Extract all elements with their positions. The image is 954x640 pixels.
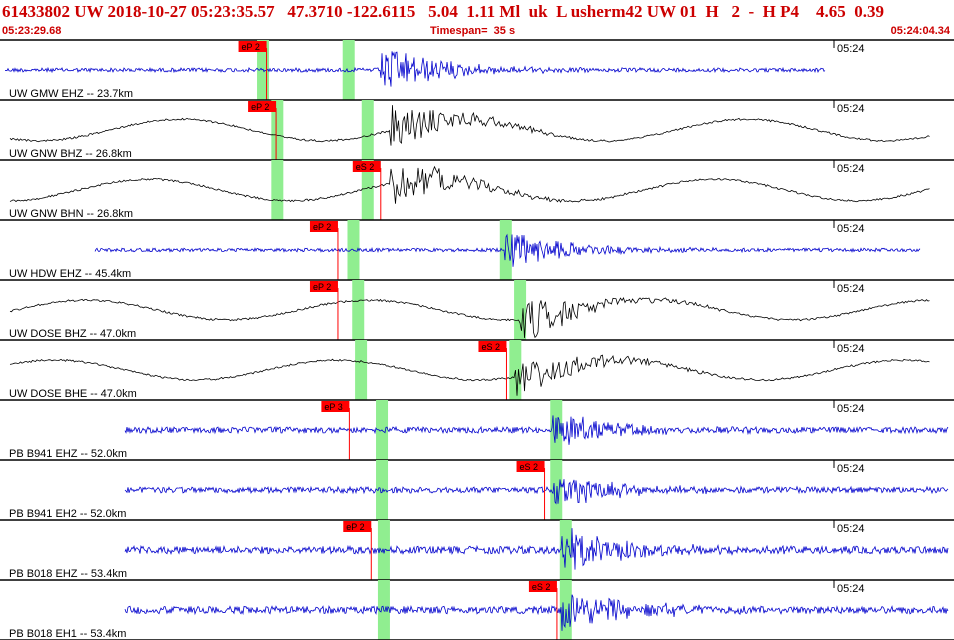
pick-label: eS 2 (356, 162, 375, 172)
station-label: UW HDW EHZ -- 45.4km (9, 268, 131, 280)
trace-row[interactable]: eP 2 05:24 UW DOSE BHZ -- 47.0km (0, 280, 954, 341)
end-time: 05:24:04.34 (890, 25, 950, 37)
pick-label: eS 2 (532, 582, 551, 592)
pick-label: eP 3 (324, 402, 342, 412)
pick-window (361, 100, 374, 160)
station-label: PB B018 EH1 -- 53.4km (9, 628, 126, 640)
pick-flag[interactable] (516, 461, 545, 472)
pick-label: eP 2 (251, 102, 269, 112)
station-label: UW DOSE BHZ -- 47.0km (9, 328, 136, 340)
trace-row[interactable]: eS 2 05:24 PB B941 EH2 -- 52.0km (0, 460, 954, 521)
pick-window (550, 460, 563, 520)
pick-label: eP 2 (313, 222, 331, 232)
trace-row[interactable]: eS 2 05:24 UW GNW BHN -- 26.8km (0, 160, 954, 221)
timespan-label: Timespan= 35 s (430, 25, 516, 37)
pick-label: eP 2 (313, 282, 331, 292)
time-mark: 05:24 (837, 223, 865, 235)
pick-window (271, 160, 284, 220)
event-header: 61433802 UW 2018-10-27 05:23:35.57 47.37… (2, 2, 884, 21)
pick-window (509, 340, 522, 400)
waveform (4, 51, 826, 87)
waveform (124, 594, 949, 631)
waveform (9, 354, 930, 396)
trace-row[interactable]: eP 2 05:24 UW GMW EHZ -- 23.7km (0, 40, 954, 101)
time-mark: 05:24 (837, 463, 865, 475)
time-mark: 05:24 (837, 583, 865, 595)
trace-row[interactable]: eP 2 05:24 UW GNW BHZ -- 26.8km (0, 100, 954, 161)
station-label: PB B941 EHZ -- 52.0km (9, 448, 127, 460)
pick-flag[interactable] (309, 221, 338, 232)
pick-label: eS 2 (520, 462, 539, 472)
pick-window (355, 340, 368, 400)
station-label: UW GNW BHZ -- 26.8km (9, 148, 132, 160)
pick-flag[interactable] (248, 101, 277, 112)
pick-window (377, 520, 390, 580)
pick-window (352, 280, 365, 340)
time-mark: 05:24 (837, 403, 865, 415)
pick-window (514, 280, 527, 340)
waveform (124, 528, 949, 570)
waveform (9, 165, 930, 204)
station-label: PB B018 EHZ -- 53.4km (9, 568, 127, 580)
start-time: 05:23:29.68 (2, 25, 62, 37)
pick-flag[interactable] (352, 161, 381, 172)
trace-row[interactable]: eS 2 05:24 UW DOSE BHE -- 47.0km (0, 340, 954, 401)
pick-flag[interactable] (478, 341, 507, 352)
waveform (94, 233, 921, 267)
pick-flag[interactable] (309, 281, 338, 292)
time-mark: 05:24 (837, 43, 865, 55)
pick-label: eP 2 (346, 522, 364, 532)
waveform (124, 415, 949, 445)
time-mark: 05:24 (837, 283, 865, 295)
pick-flag[interactable] (238, 41, 267, 52)
pick-window (342, 40, 355, 100)
pick-flag[interactable] (343, 521, 372, 532)
pick-flag[interactable] (528, 581, 557, 592)
waveform (9, 297, 930, 339)
station-label: UW DOSE BHE -- 47.0km (9, 388, 137, 400)
waveform (124, 479, 949, 505)
station-label: UW GNW BHN -- 26.8km (9, 208, 133, 220)
trace-row[interactable]: eP 3 05:24 PB B941 EHZ -- 52.0km (0, 400, 954, 461)
pick-window (361, 160, 374, 220)
pick-window (271, 100, 284, 160)
station-label: PB B941 EH2 -- 52.0km (9, 508, 126, 520)
station-label: UW GMW EHZ -- 23.7km (9, 88, 133, 100)
waveform (9, 105, 930, 146)
pick-label: eP 2 (242, 42, 260, 52)
time-mark: 05:24 (837, 163, 865, 175)
trace-row[interactable]: eS 2 05:24 PB B018 EH1 -- 53.4km (0, 580, 954, 640)
time-mark: 05:24 (837, 103, 865, 115)
trace-row[interactable]: eP 2 05:24 UW HDW EHZ -- 45.4km (0, 220, 954, 281)
pick-label: eS 2 (481, 342, 500, 352)
time-mark: 05:24 (837, 343, 865, 355)
pick-flag[interactable] (321, 401, 350, 412)
pick-window (376, 460, 389, 520)
trace-row[interactable]: eP 2 05:24 PB B018 EHZ -- 53.4km (0, 520, 954, 581)
time-mark: 05:24 (837, 523, 865, 535)
